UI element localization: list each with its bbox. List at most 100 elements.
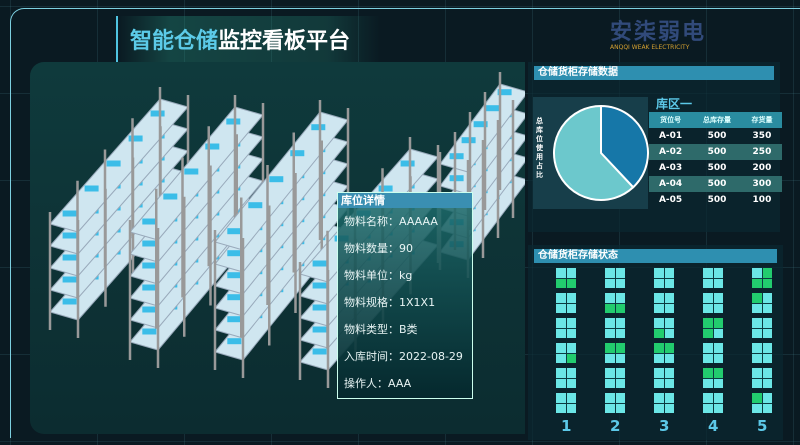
- cargo-box[interactable]: [142, 306, 157, 313]
- cell-quadrant: [664, 328, 674, 338]
- cargo-box[interactable]: [312, 348, 327, 355]
- cargo-box[interactable]: [449, 153, 464, 160]
- cargo-box[interactable]: [226, 118, 241, 125]
- cell-quadrant: [566, 343, 576, 353]
- storage-status-panel: 仓储货柜存储状态 1 2 3 4 5: [528, 245, 783, 440]
- cargo-box[interactable]: [473, 121, 488, 128]
- zone-title: 库区一: [656, 97, 693, 111]
- cargo-box[interactable]: [142, 284, 157, 291]
- cargo-box[interactable]: [400, 160, 415, 167]
- table-header: 货位号 总库存量 存货量: [649, 112, 782, 128]
- storage-cell[interactable]: [703, 343, 723, 363]
- storage-cell[interactable]: [556, 393, 576, 413]
- cargo-box[interactable]: [290, 150, 305, 157]
- cargo-box[interactable]: [227, 250, 242, 257]
- storage-cell[interactable]: [654, 368, 674, 388]
- cargo-box[interactable]: [248, 202, 263, 209]
- storage-cell[interactable]: [605, 368, 625, 388]
- cargo-box[interactable]: [62, 210, 77, 217]
- cargo-box[interactable]: [497, 89, 512, 96]
- cargo-box[interactable]: [227, 228, 242, 235]
- cargo-box[interactable]: [142, 262, 157, 269]
- storage-cell[interactable]: [556, 293, 576, 313]
- cargo-box[interactable]: [312, 282, 327, 289]
- cell-quadrant: [615, 268, 625, 278]
- storage-cell[interactable]: [703, 318, 723, 338]
- storage-cell[interactable]: [654, 268, 674, 288]
- cargo-box[interactable]: [150, 110, 165, 117]
- cargo-box[interactable]: [84, 185, 99, 192]
- storage-cell[interactable]: [703, 368, 723, 388]
- cargo-box[interactable]: [227, 338, 242, 345]
- cell-quadrant: [713, 343, 723, 353]
- cell-quadrant: [762, 303, 772, 313]
- cargo-box[interactable]: [163, 193, 178, 200]
- cargo-box[interactable]: [312, 326, 327, 333]
- cargo-box[interactable]: [184, 168, 199, 175]
- shelf-unit[interactable]: [48, 87, 190, 338]
- cargo-box[interactable]: [227, 272, 242, 279]
- storage-cell[interactable]: [654, 318, 674, 338]
- cell-quadrant: [615, 378, 625, 388]
- storage-cell[interactable]: [605, 343, 625, 363]
- cargo-box[interactable]: [485, 105, 500, 112]
- table-cell: A-04: [649, 176, 693, 192]
- storage-cell[interactable]: [703, 393, 723, 413]
- cargo-box[interactable]: [62, 232, 77, 239]
- cargo-box[interactable]: [62, 298, 77, 305]
- cargo-box[interactable]: [205, 143, 220, 150]
- cargo-box[interactable]: [227, 316, 242, 323]
- shelf-unit[interactable]: [213, 100, 350, 378]
- cargo-box[interactable]: [449, 175, 464, 182]
- storage-cell[interactable]: [752, 268, 772, 288]
- storage-cell[interactable]: [556, 318, 576, 338]
- cargo-box[interactable]: [461, 137, 476, 144]
- cargo-box[interactable]: [312, 260, 327, 267]
- cargo-box[interactable]: [227, 294, 242, 301]
- storage-cell[interactable]: [654, 343, 674, 363]
- cell-quadrant: [556, 303, 566, 313]
- storage-cell[interactable]: [752, 368, 772, 388]
- table-cell: 500: [707, 195, 727, 205]
- storage-cell[interactable]: [556, 368, 576, 388]
- storage-cell[interactable]: [752, 318, 772, 338]
- cell-quadrant: [713, 268, 723, 278]
- storage-cell[interactable]: [703, 293, 723, 313]
- cargo-box[interactable]: [142, 218, 157, 225]
- cargo-box[interactable]: [378, 185, 393, 192]
- cargo-box[interactable]: [142, 328, 157, 335]
- storage-cell[interactable]: [605, 318, 625, 338]
- storage-cell[interactable]: [605, 393, 625, 413]
- cargo-box[interactable]: [312, 304, 327, 311]
- cargo-box[interactable]: [142, 240, 157, 247]
- storage-cell[interactable]: [703, 268, 723, 288]
- detail-field: 入库时间：2022-08-29: [344, 350, 463, 363]
- page-title: 智能仓储 监控看板平台: [116, 16, 381, 62]
- cell-quadrant: [605, 378, 615, 388]
- cell-quadrant: [615, 403, 625, 413]
- cell-quadrant: [566, 403, 576, 413]
- cell-quadrant: [762, 278, 772, 288]
- storage-cell[interactable]: [752, 343, 772, 363]
- cell-quadrant: [566, 303, 576, 313]
- storage-cell[interactable]: [752, 293, 772, 313]
- cell-quadrant: [566, 268, 576, 278]
- detail-field: 物料名称：AAAAA: [344, 215, 438, 228]
- storage-cell[interactable]: [654, 393, 674, 413]
- storage-cell[interactable]: [556, 268, 576, 288]
- storage-cell[interactable]: [605, 268, 625, 288]
- cell-quadrant: [762, 403, 772, 413]
- storage-cell[interactable]: [654, 293, 674, 313]
- cargo-box[interactable]: [311, 124, 326, 131]
- storage-cell[interactable]: [556, 343, 576, 363]
- cell-quadrant: [556, 293, 566, 303]
- cargo-box[interactable]: [128, 135, 143, 142]
- cell-quadrant: [703, 328, 713, 338]
- cargo-box[interactable]: [62, 276, 77, 283]
- table-cell: 500: [707, 163, 727, 173]
- storage-cell[interactable]: [605, 293, 625, 313]
- cargo-box[interactable]: [106, 160, 121, 167]
- cargo-box[interactable]: [62, 254, 77, 261]
- storage-cell[interactable]: [752, 393, 772, 413]
- cargo-box[interactable]: [269, 176, 284, 183]
